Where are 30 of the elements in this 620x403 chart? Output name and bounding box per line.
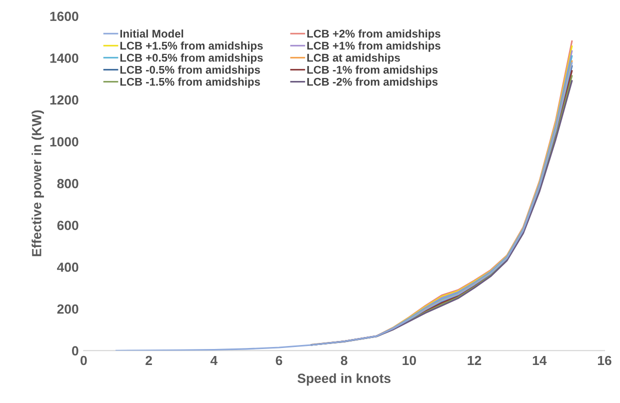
y-tick-label: 1400 xyxy=(50,54,78,63)
x-tick-label: 2 xyxy=(146,356,152,366)
x-tick-label: 16 xyxy=(598,356,612,366)
x-tick-label: 6 xyxy=(276,356,282,366)
y-tick-label: 1600 xyxy=(50,12,78,22)
legend-label: LCB +1% from amidships xyxy=(307,41,440,52)
y-tick-label: 800 xyxy=(57,178,78,188)
y-tick-label: 200 xyxy=(57,304,78,314)
y-tick-label: 600 xyxy=(57,220,78,230)
x-tick-label: 4 xyxy=(210,356,218,366)
x-tick-label: 12 xyxy=(468,356,482,366)
x-tick-label: 8 xyxy=(340,356,348,366)
y-axis-title: Effective power in (KW) xyxy=(32,110,44,256)
y-tick-label: 1000 xyxy=(50,137,78,146)
legend-label: Initial Model xyxy=(120,29,184,38)
y-tick-label: 0 xyxy=(72,346,78,356)
x-axis-title: Speed in knots xyxy=(298,373,390,386)
legend-label: LCB -1% from amidships xyxy=(307,66,438,76)
legend-label: LCB -2% from amidships xyxy=(307,78,438,88)
legend-label: LCB +1.5% from amidships xyxy=(120,41,263,52)
legend-label: LCB at amidships xyxy=(307,54,400,64)
x-tick-label: 10 xyxy=(402,356,416,366)
legend-label: LCB +0.5% from amidships xyxy=(120,54,263,64)
y-tick-label: 1200 xyxy=(50,95,78,105)
legend-label: LCB -0.5% from amidships xyxy=(120,66,260,76)
x-tick-label: 0 xyxy=(80,356,87,366)
y-tick-label: 400 xyxy=(57,262,78,272)
legend-label: LCB -1.5% from amidships xyxy=(120,78,260,88)
x-tick-label: 14 xyxy=(532,356,547,366)
legend-label: LCB +2% from amidships xyxy=(307,29,440,40)
